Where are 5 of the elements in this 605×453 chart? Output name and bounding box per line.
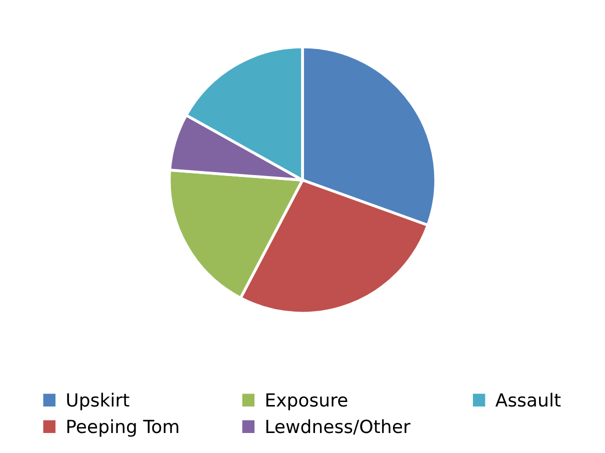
legend-label: Upskirt (67, 392, 130, 410)
legend-label: Lewdness/Other (266, 419, 410, 435)
legend-label: Assault (495, 392, 561, 407)
legend-label: Peeping Tom (67, 419, 178, 437)
legend-label: Exposure (266, 393, 348, 410)
